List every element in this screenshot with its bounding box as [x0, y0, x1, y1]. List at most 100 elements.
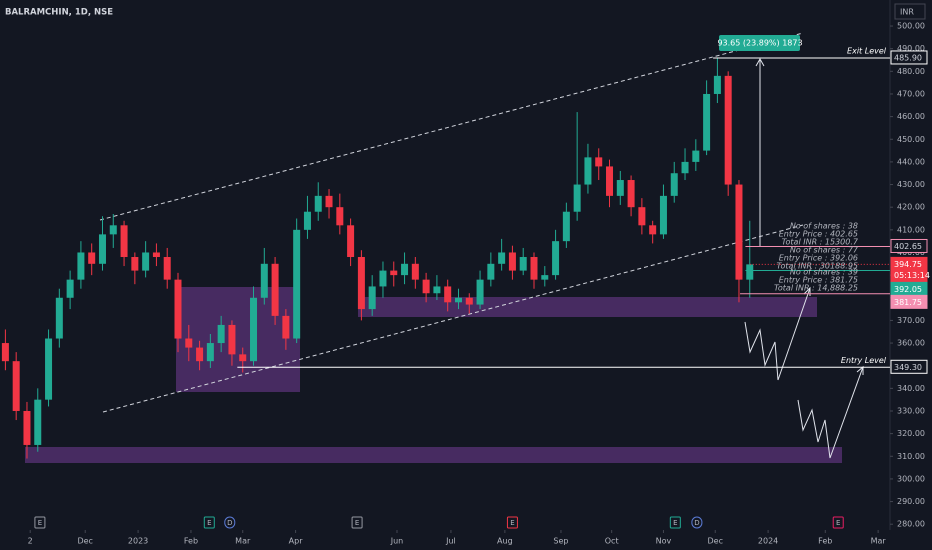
candle-body [152, 252, 160, 258]
candle-body [746, 264, 754, 280]
candle-body [411, 263, 419, 280]
candle-body [454, 297, 462, 303]
zigzag [744, 287, 811, 381]
x-tick-label: Mar [871, 537, 887, 546]
candle-body [562, 211, 570, 242]
y-tick-label: 430.00 [897, 180, 925, 189]
price-label: 485.90 [894, 53, 922, 62]
y-tick-label: 490.00 [897, 44, 925, 53]
x-tick-label: Feb [818, 537, 832, 546]
event-label: E [38, 519, 42, 527]
candle-body [98, 234, 106, 264]
candle-body [390, 270, 398, 276]
candle-body [142, 252, 150, 271]
x-tick-label: Oct [605, 537, 619, 546]
candle-body [433, 286, 441, 294]
x-tick-label: 2023 [128, 537, 148, 546]
event-icon [506, 516, 518, 529]
y-tick-label: 460.00 [897, 112, 925, 121]
candle-body [379, 270, 387, 287]
candle-body [498, 252, 506, 264]
candle-body [703, 93, 711, 151]
x-tick-label: Aug [497, 537, 513, 546]
price-label: 392.05 [894, 285, 922, 294]
candle-body [271, 263, 279, 316]
price-label: 402.65 [894, 242, 922, 251]
candle-body [476, 279, 484, 305]
candle-body [260, 263, 268, 298]
candle-body [401, 263, 409, 276]
candle-body [196, 347, 204, 362]
price-label-box [890, 50, 928, 65]
y-tick-label: 310.00 [897, 452, 925, 461]
candle-body [174, 279, 182, 339]
position-note: No of shares : 77 [790, 246, 859, 255]
position-note: Entry Price : 381.75 [779, 276, 858, 285]
event-label: E [355, 519, 359, 527]
price-label-box [890, 294, 928, 309]
price-label-box [890, 359, 928, 374]
position-note: Total INR : 30188.95 [777, 262, 858, 271]
position-note: No of shares : 38 [790, 222, 858, 231]
candle-body [34, 399, 42, 445]
candle-body [131, 257, 139, 271]
candle-body [239, 354, 247, 362]
x-tick-label: Mar [235, 537, 251, 546]
x-tick-label: Dec [77, 537, 92, 546]
zigzag [797, 366, 864, 459]
event-label: E [836, 519, 840, 527]
zone [25, 447, 842, 463]
x-tick-label: Nov [656, 537, 672, 546]
candle-body [206, 343, 214, 362]
candle-body [519, 257, 527, 271]
price-label-box [890, 238, 928, 253]
candle-body [735, 184, 743, 280]
price-label: 394.75 [894, 260, 922, 269]
position-note: Entry Price : 402.65 [779, 230, 858, 239]
y-tick-label: 440.00 [897, 157, 925, 166]
event-icon [224, 516, 236, 529]
level-text: Entry Level [841, 356, 887, 365]
candle-body [325, 195, 333, 208]
candle-body [12, 361, 20, 411]
x-tick-label: Sep [553, 537, 568, 546]
candle-body [584, 157, 592, 185]
candle-body [649, 225, 657, 235]
candle-body [357, 257, 365, 310]
y-tick-label: 480.00 [897, 67, 925, 76]
price-label: 349.30 [894, 363, 922, 372]
x-tick-label: 2 [28, 537, 33, 546]
candle-body [487, 263, 495, 280]
candle-body [45, 338, 53, 400]
candle-body [595, 157, 603, 167]
candle-body [724, 75, 732, 185]
event-icon [351, 516, 363, 529]
candle-body [530, 257, 538, 280]
y-tick-label: 320.00 [897, 429, 925, 438]
candle-body [77, 252, 85, 280]
candle-body [23, 410, 31, 445]
candle-body [573, 184, 581, 212]
event-icon [691, 516, 703, 529]
candle-body [627, 180, 635, 208]
y-tick-label: 300.00 [897, 474, 925, 483]
candle-body [282, 315, 290, 339]
y-tick-label: 290.00 [897, 497, 925, 506]
candle-body [616, 180, 624, 196]
candle-body [508, 252, 516, 271]
candle-body [336, 207, 344, 226]
arrow-head [755, 57, 765, 67]
zone [176, 287, 300, 392]
candle-body [670, 173, 678, 196]
x-tick-label: Jun [390, 537, 404, 546]
measure-box [719, 35, 800, 51]
currency-box [894, 3, 926, 20]
candle-body [552, 241, 560, 276]
candle-body [120, 225, 128, 258]
candle-body [109, 225, 117, 235]
candle-body [1, 343, 9, 362]
candle-body [347, 225, 355, 258]
position-note: Total INR : 15300.7 [782, 238, 859, 247]
candle-body [444, 286, 452, 303]
